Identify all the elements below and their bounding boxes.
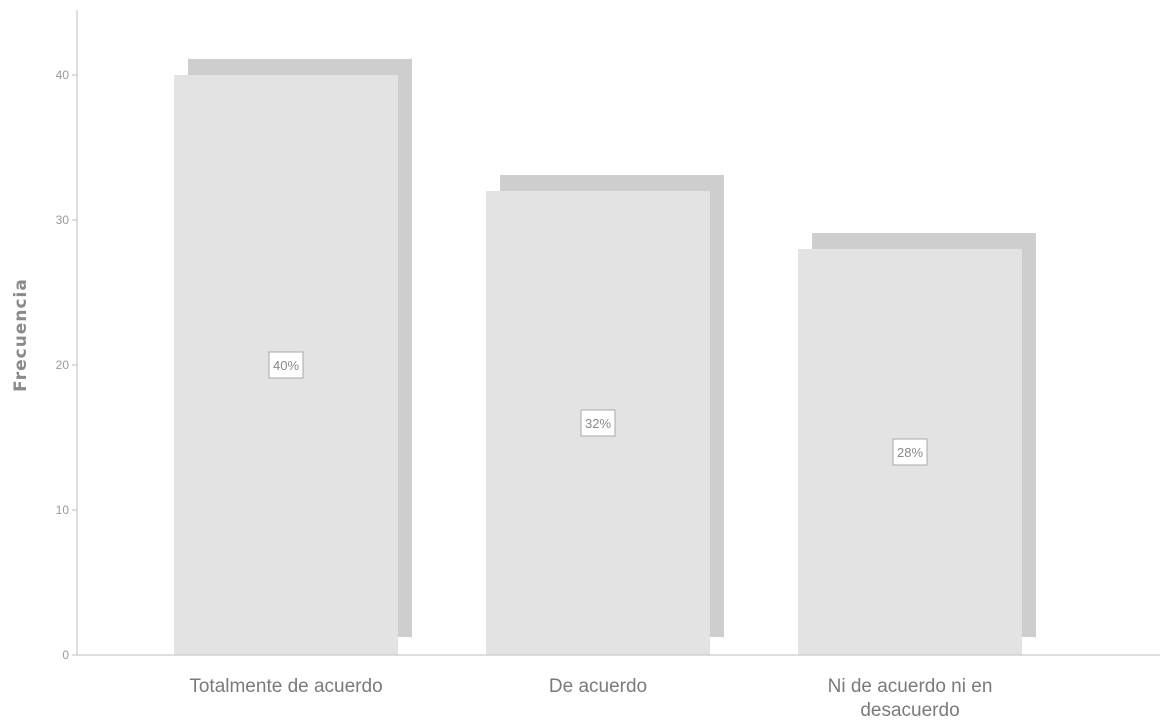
data-label-3: 28% (897, 445, 923, 460)
category-label-3-line-1: Ni de acuerdo ni en (828, 676, 993, 697)
y-tick-label-10: 10 (56, 503, 70, 517)
category-label-1: Totalmente de acuerdo (189, 676, 382, 697)
y-axis-title: Frecuencia (11, 278, 31, 392)
category-label-3-line-2: desacuerdo (860, 700, 959, 720)
category-label-2: De acuerdo (549, 676, 647, 697)
data-label-box-2 (580, 409, 616, 437)
y-tick-label-40: 40 (56, 68, 70, 82)
y-axis: 0 10 20 30 40 (56, 68, 77, 662)
y-tick-label-20: 20 (56, 358, 70, 372)
y-tick-label-30: 30 (56, 213, 70, 227)
data-label-2: 32% (585, 416, 611, 431)
data-label-box-3 (892, 438, 928, 466)
data-label-1: 40% (273, 358, 299, 373)
x-axis: Totalmente de acuerdo De acuerdo Ni de acu… (189, 676, 992, 720)
y-tick-label-0: 0 (62, 648, 69, 662)
data-labels: 40% 32% 28% (268, 351, 928, 466)
data-label-box-1 (268, 351, 304, 379)
bars (174, 59, 1036, 655)
